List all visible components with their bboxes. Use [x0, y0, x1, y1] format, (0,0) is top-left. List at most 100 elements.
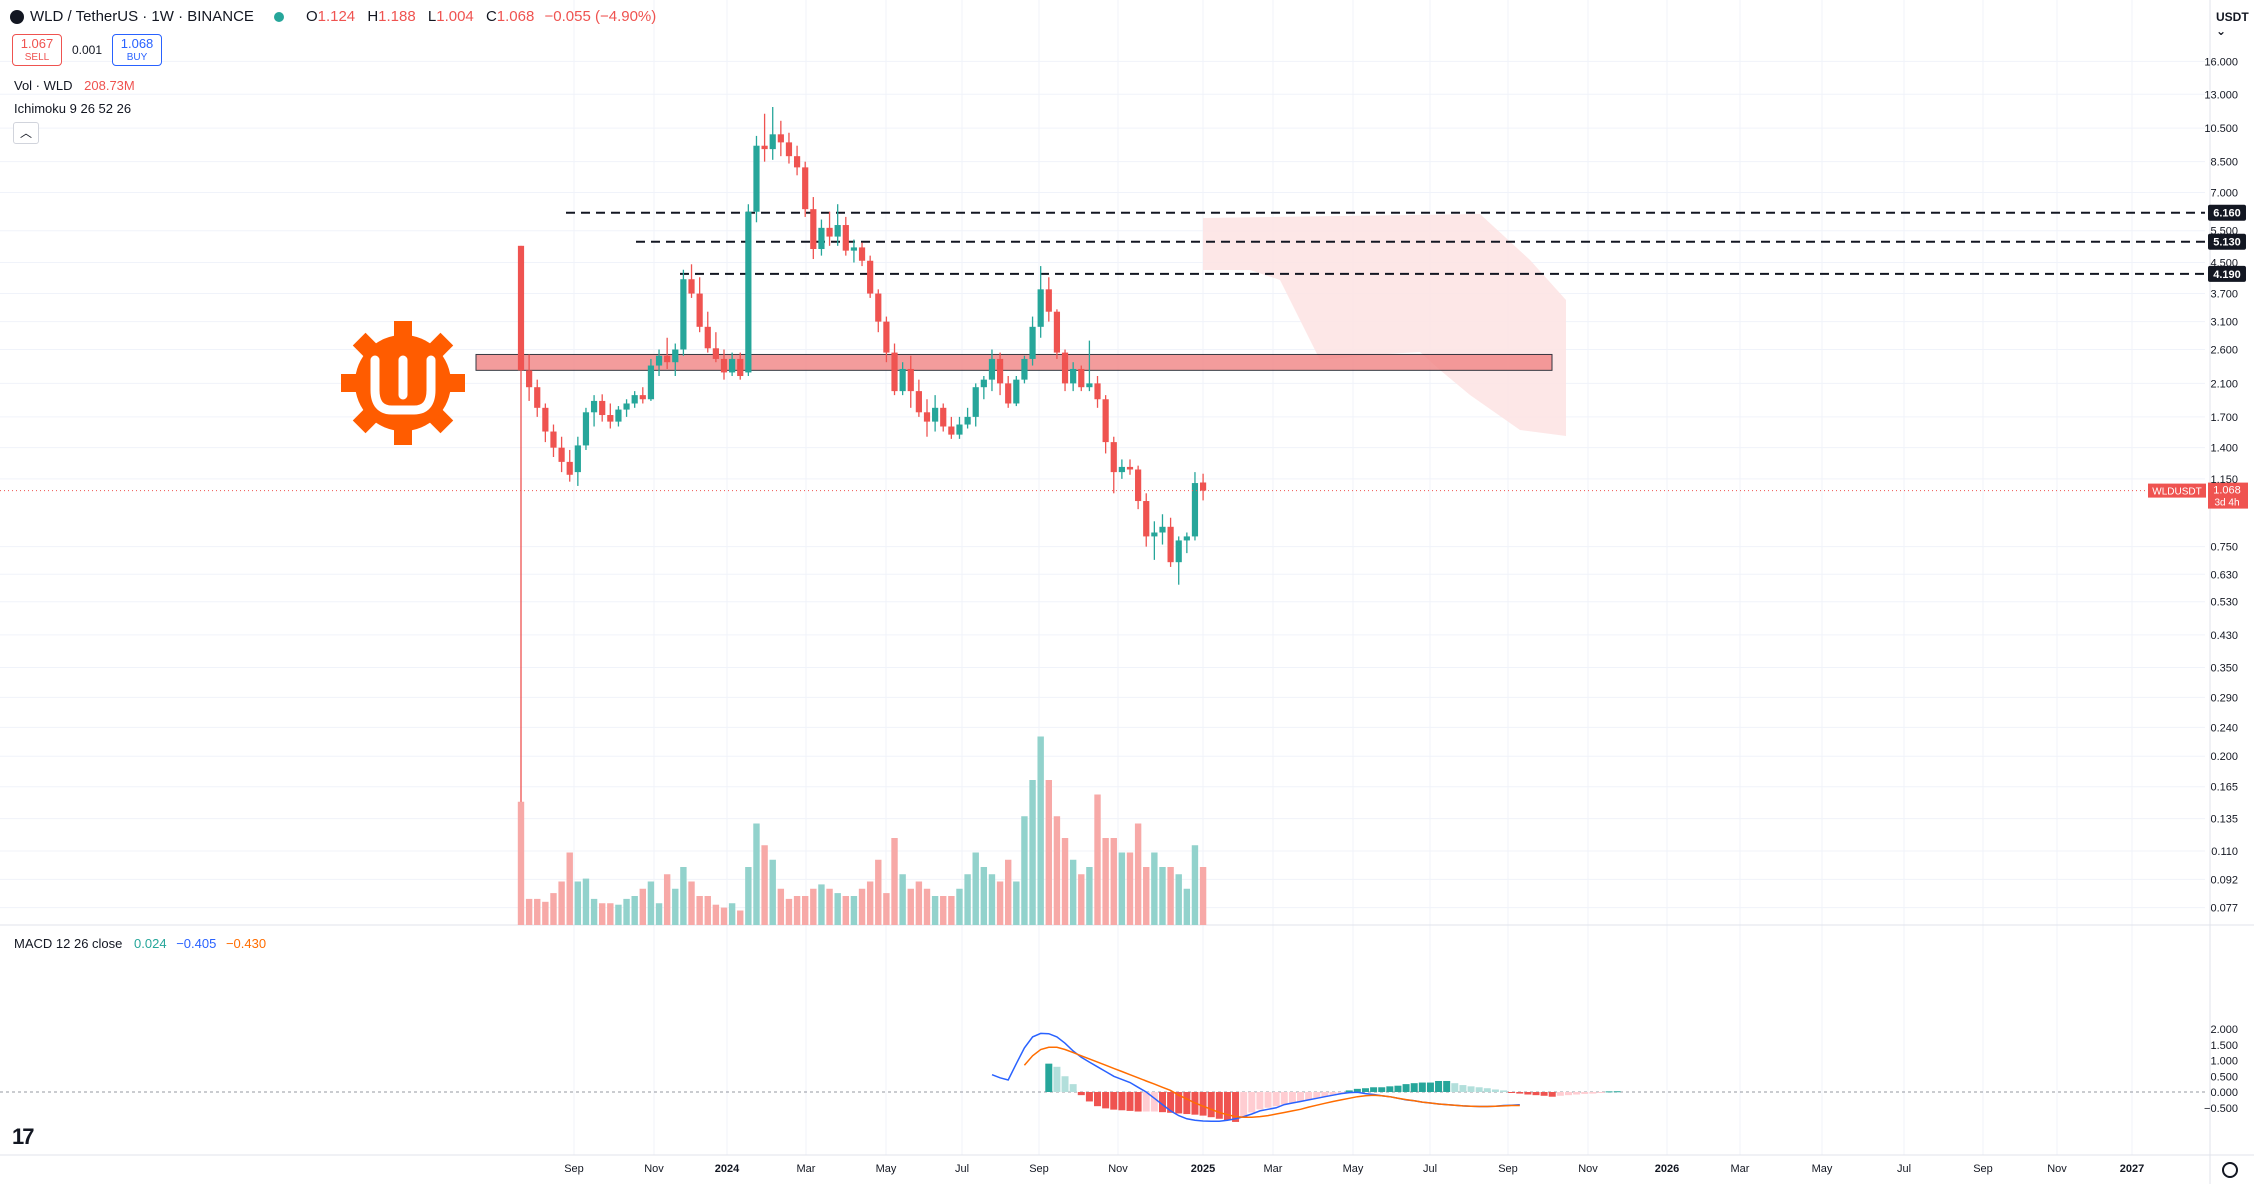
macd-histogram-bar: [1288, 1092, 1296, 1104]
volume-bar: [1078, 874, 1085, 925]
level-tag-text: 4.190: [2213, 269, 2241, 281]
grid-lines: [0, 0, 2205, 1155]
candle-body: [680, 279, 687, 350]
macd-histogram-bar: [1207, 1092, 1215, 1118]
macd-histogram-bar: [1548, 1092, 1556, 1097]
time-tick-label: 2025: [1191, 1163, 1215, 1175]
price-tick-label: 1.400: [2210, 443, 2238, 455]
price-tick-label: 13.000: [2204, 89, 2238, 101]
macd-histogram-bar: [1329, 1092, 1337, 1096]
macd-histogram-bar: [1069, 1084, 1077, 1092]
sell-button[interactable]: 1.067 SELL: [12, 34, 62, 66]
macd-histogram-bar: [1077, 1092, 1085, 1096]
volume-bar: [785, 898, 793, 925]
volume-bar: [1151, 852, 1158, 925]
volume-bar: [1102, 838, 1109, 925]
candle-body: [566, 461, 573, 475]
time-tick-label: Mar: [1264, 1163, 1283, 1175]
volume-bar: [858, 888, 866, 925]
candle-body: [810, 209, 817, 250]
volume-bar: [1191, 845, 1199, 925]
macd-histogram-bar: [1402, 1084, 1410, 1092]
volume-bars: [517, 736, 1207, 925]
candle-body: [1135, 469, 1142, 502]
price-tick-label: 2.600: [2210, 345, 2238, 357]
buy-button[interactable]: 1.068 BUY: [112, 34, 163, 66]
volume-bar: [1118, 852, 1126, 925]
candle-body: [1167, 526, 1174, 563]
candle-body: [696, 293, 703, 327]
collapse-chevron-icon[interactable]: ︿: [13, 122, 39, 144]
sell-price: 1.067: [20, 36, 54, 51]
macd-tick-label: 2.000: [2210, 1024, 2238, 1036]
candle-body: [834, 225, 841, 237]
settings-gear-icon[interactable]: [2222, 1162, 2238, 1178]
volume-bar: [1126, 852, 1134, 925]
volume-bar: [802, 896, 809, 925]
currency-selector[interactable]: USDT ⌄: [2216, 10, 2249, 38]
logo-glyph: [370, 355, 436, 415]
symbol-title[interactable]: WLD / TetherUS · 1W · BINANCE: [30, 8, 254, 25]
volume-bar: [582, 878, 590, 925]
macd-histogram-bar: [1175, 1092, 1183, 1114]
price-tick-label: 0.630: [2210, 569, 2238, 581]
volume-bar: [663, 874, 671, 925]
last-price-text: 1.068: [2213, 485, 2241, 497]
macd-histogram-bar: [1215, 1092, 1223, 1119]
price-tick-label: 0.430: [2210, 630, 2238, 642]
candle-body: [517, 245, 525, 371]
volume-bar: [696, 896, 703, 925]
candle-body: [672, 349, 679, 363]
volume-bar: [891, 838, 898, 925]
macd-tick-label: −0.500: [2204, 1103, 2238, 1115]
price-tick-label: 0.165: [2210, 782, 2238, 794]
macd-histogram-bar: [1516, 1092, 1524, 1094]
candle-body: [907, 368, 914, 392]
volume-legend[interactable]: Vol · WLD 208.73M: [14, 78, 135, 93]
macd-histogram-bar: [1451, 1083, 1459, 1092]
macd-histogram-bar: [1361, 1088, 1369, 1092]
macd-tick-label: 0.500: [2210, 1071, 2238, 1083]
time-tick-label: May: [1812, 1163, 1833, 1175]
volume-bar: [728, 903, 736, 925]
time-tick-label: Jul: [955, 1163, 969, 1175]
tradingview-logo-icon[interactable]: 17: [12, 1124, 35, 1149]
candle-body: [1126, 466, 1134, 470]
candle-body: [1175, 540, 1182, 563]
volume-bar: [1199, 867, 1207, 925]
macd-histogram-bar: [1426, 1082, 1434, 1092]
macd-histogram-bar: [1370, 1087, 1378, 1092]
macd-histogram-bar: [1134, 1092, 1142, 1112]
volume-bar: [1069, 859, 1077, 925]
volume-bar: [1110, 838, 1117, 925]
macd-legend[interactable]: MACD 12 26 close 0.024 −0.405 −0.430: [14, 936, 266, 951]
candle-body: [550, 431, 557, 448]
open-value: 1.124: [317, 8, 356, 25]
volume-bar: [842, 896, 849, 925]
macd-histogram-bar: [1353, 1088, 1361, 1092]
ichimoku-legend[interactable]: Ichimoku 9 26 52 26: [14, 101, 132, 116]
candle-body: [940, 407, 947, 427]
time-tick-label: Nov: [1578, 1163, 1598, 1175]
macd-histogram-bar: [1483, 1088, 1491, 1092]
price-tick-label: 1.700: [2210, 412, 2238, 424]
macd-histogram-bar: [1305, 1092, 1313, 1100]
price-tick-label: 0.240: [2210, 722, 2238, 734]
price-tick-label: 3.700: [2210, 289, 2238, 301]
macd-histogram-bar: [1467, 1086, 1475, 1092]
macd-histogram-bar: [1337, 1092, 1345, 1094]
macd-tick-label: 1.000: [2210, 1056, 2238, 1068]
volume-bar: [972, 852, 979, 925]
volume-bar: [915, 881, 923, 925]
volume-bar: [566, 852, 573, 925]
volume-label: Vol · WLD: [14, 78, 73, 93]
buy-price: 1.068: [120, 36, 154, 51]
price-tick-label: 0.200: [2210, 751, 2238, 763]
volume-bar: [1061, 838, 1069, 925]
macd-histogram-bar: [1094, 1092, 1102, 1107]
macd-histogram-bar: [1556, 1092, 1564, 1096]
candle-body: [631, 395, 638, 404]
candle-body: [607, 415, 614, 422]
last-price-tag: [2208, 482, 2248, 509]
